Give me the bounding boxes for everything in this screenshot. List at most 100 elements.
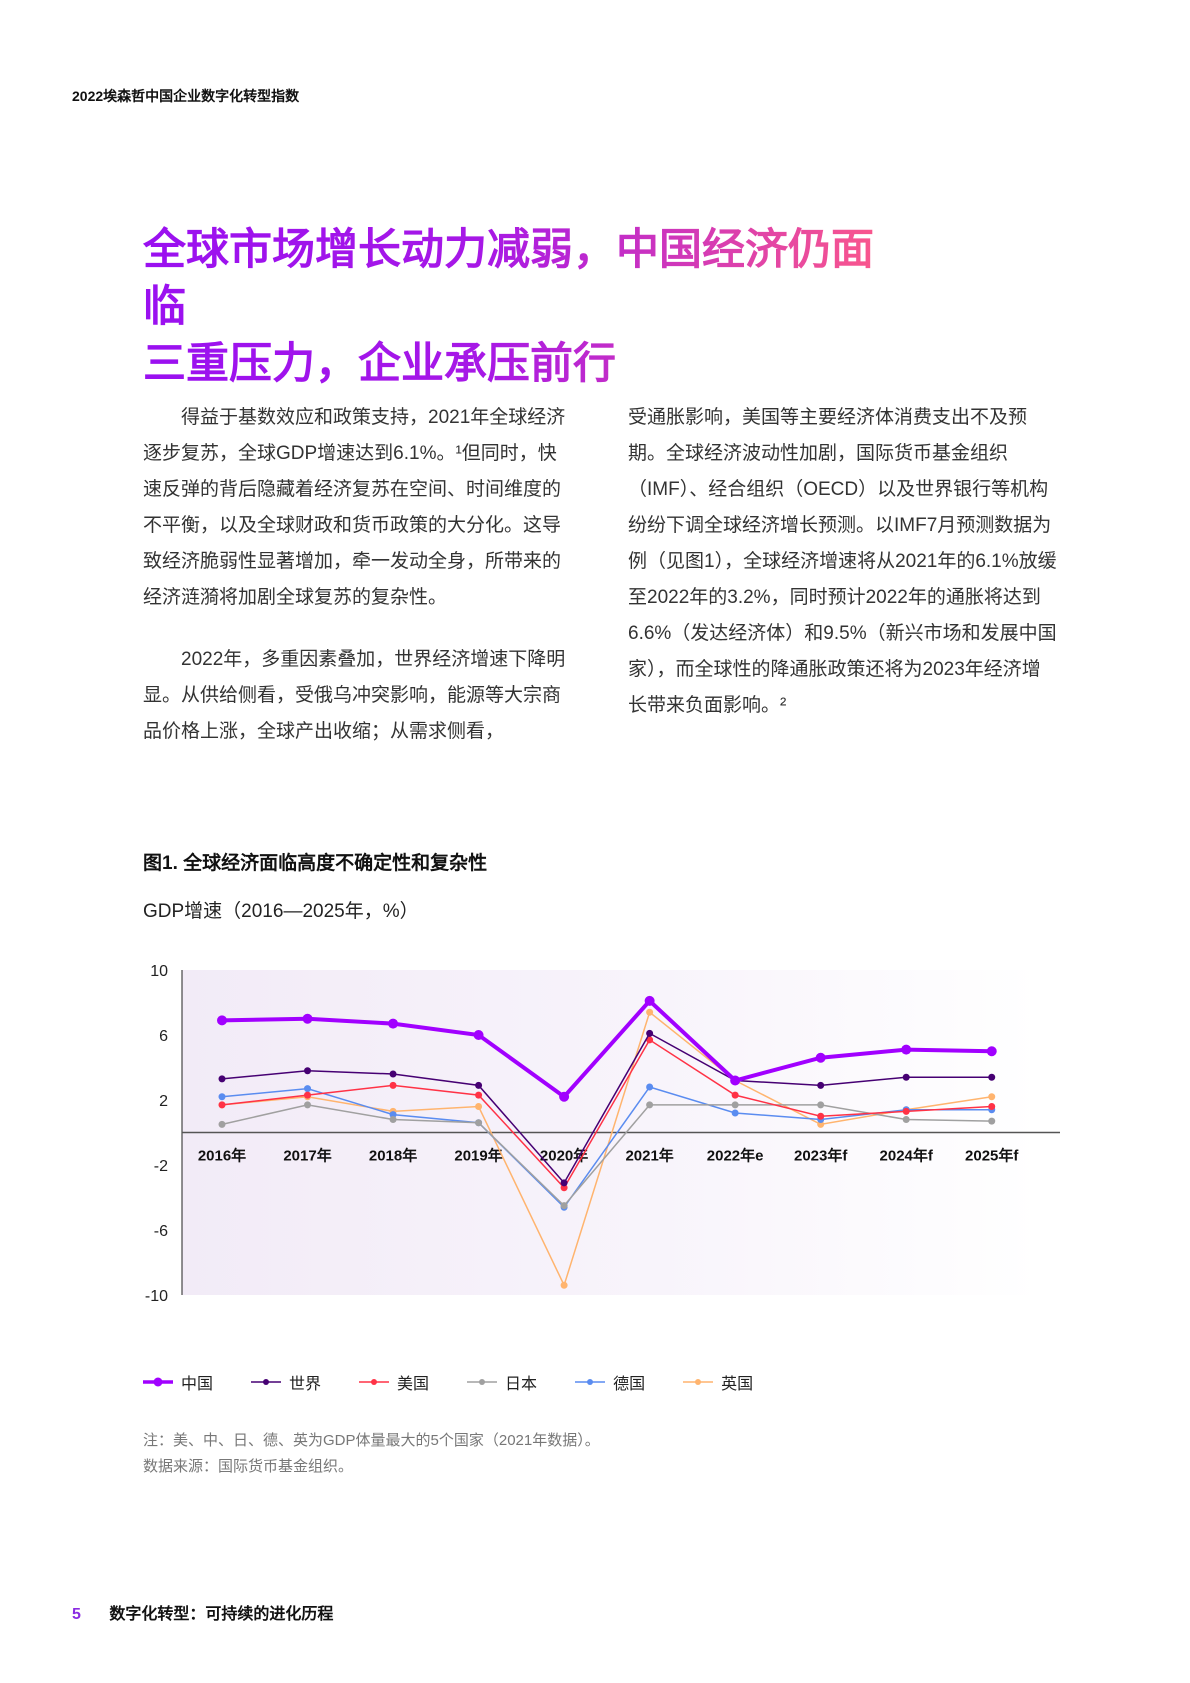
series-line: [221, 1010, 992, 1288]
data-point: [302, 1013, 313, 1024]
data-point: [473, 1030, 484, 1040]
legend-label: 美国: [397, 1376, 430, 1393]
legend-item: 日本: [467, 1370, 537, 1394]
data-point: [218, 1120, 226, 1128]
data-point: [218, 1075, 226, 1083]
body-column-right: 受通胀影响，美国等主要经济体消费支出不及预期。全球经济波动性加剧，国际货币基金组…: [628, 400, 1058, 750]
data-point: [560, 1281, 568, 1289]
legend-marker-icon: [575, 1379, 606, 1385]
legend-item: 英国: [683, 1370, 753, 1394]
data-point: [475, 1103, 483, 1110]
x-tick-label: 2018年: [369, 1147, 417, 1165]
data-point: [817, 1120, 825, 1128]
data-point: [475, 1091, 483, 1099]
data-point: [304, 1091, 312, 1099]
page-number: 5: [72, 1606, 81, 1623]
data-point: [902, 1116, 910, 1123]
x-tick-label: 2016年: [198, 1147, 246, 1165]
legend-item: 世界: [251, 1370, 321, 1394]
x-tick-label: 2023年f: [794, 1147, 848, 1165]
y-tick-label: 6: [159, 1028, 168, 1045]
data-point: [988, 1073, 996, 1081]
data-point: [560, 1179, 568, 1187]
legend-marker-icon: [359, 1379, 390, 1385]
chart-legend: 中国 世界 美国 日本 德国 英国: [143, 1370, 753, 1394]
data-point: [218, 1093, 226, 1101]
y-tick-label: -2: [154, 1158, 168, 1175]
series-line: [221, 1104, 992, 1207]
data-point: [218, 1101, 226, 1109]
data-point: [475, 1119, 483, 1127]
data-point: [560, 1184, 568, 1192]
figure-subtitle: GDP增速（2016—2025年，%）: [143, 901, 419, 922]
y-tick-label: 10: [150, 963, 168, 980]
legend-label: 世界: [289, 1376, 322, 1393]
source-text: 数据来源：国际货币基金组织。: [143, 1458, 354, 1475]
data-point: [986, 1046, 997, 1057]
paragraph: 2022年，多重因素叠加，世界经济增速下降明显。从供给侧看，受俄乌冲突影响，能源…: [143, 649, 566, 742]
data-point: [731, 1109, 739, 1117]
series-line: [221, 1038, 992, 1190]
gdp-line-chart: 10 6 2 -2 -6 -10 2016年 2017年 2018年 2019年 2020年 2021…: [130, 960, 1060, 1320]
y-tick-label: -10: [145, 1288, 168, 1305]
page-title: 全球市场增长动力减弱，中国经济仍面临 三重压力，企业承压前行: [143, 222, 903, 393]
data-point: [988, 1117, 996, 1125]
legend-item: 中国: [143, 1370, 213, 1394]
legend-marker-icon: [683, 1379, 714, 1385]
y-tick-label: -6: [154, 1223, 168, 1240]
data-point: [731, 1101, 739, 1109]
data-point: [389, 1081, 397, 1089]
data-point: [815, 1052, 826, 1063]
legend-marker-icon: [467, 1379, 498, 1385]
legend-marker-icon: [251, 1379, 282, 1385]
x-tick-label: 2019年: [454, 1147, 502, 1165]
data-point: [559, 1091, 570, 1102]
data-point: [988, 1093, 996, 1101]
data-point: [304, 1067, 312, 1075]
legend-item: 德国: [575, 1370, 645, 1394]
x-tick-label: 2024年f: [880, 1147, 934, 1165]
data-point: [817, 1101, 825, 1109]
chart-notes: 注：美、中、日、德、英为GDP体量最大的5个国家（2021年数据）。 数据来源：…: [143, 1428, 600, 1480]
x-tick-label: 2017年: [283, 1147, 331, 1165]
chart-canvas: 10 6 2 -2 -6 -10 2016年 2017年 2018年 2019年 2020年 2021…: [145, 963, 1060, 1305]
data-point: [988, 1103, 996, 1110]
legend-label: 英国: [721, 1376, 754, 1393]
data-point: [646, 1029, 654, 1037]
data-point: [304, 1085, 312, 1093]
page-footer: 5 数字化转型：可持续的进化历程: [72, 1600, 333, 1624]
data-point: [646, 1008, 654, 1016]
data-point: [731, 1091, 739, 1099]
data-point: [902, 1073, 910, 1081]
body-column-left: 得益于基数效应和政策支持，2021年全球经济逐步复苏，全球GDP增速达到6.1%…: [143, 400, 573, 776]
data-point: [217, 1015, 227, 1026]
y-tick-label: 2: [159, 1093, 168, 1110]
data-point: [730, 1075, 741, 1086]
data-point: [475, 1081, 483, 1089]
legend-label: 日本: [505, 1376, 538, 1393]
legend-label: 中国: [181, 1376, 214, 1393]
series-line: [221, 1086, 992, 1209]
x-tick-label: 2020年: [540, 1147, 588, 1165]
data-point: [646, 1036, 654, 1044]
legend-item: 美国: [359, 1370, 429, 1394]
data-point: [646, 1083, 654, 1091]
series-line: [221, 1032, 992, 1185]
paragraph: 得益于基数效应和政策支持，2021年全球经济逐步复苏，全球GDP增速达到6.1%…: [143, 407, 566, 608]
title-line-1: 全球市场增长动力减弱，中国经济仍面临: [143, 226, 874, 331]
data-point: [646, 1101, 654, 1109]
data-point: [817, 1081, 825, 1089]
title-line-2: 三重压力，企业承压前行: [143, 340, 616, 388]
data-point: [902, 1107, 910, 1115]
x-tick-label: 2022年e: [707, 1147, 764, 1165]
data-point: [644, 995, 655, 1006]
paragraph: 受通胀影响，美国等主要经济体消费支出不及预期。全球经济波动性加剧，国际货币基金组…: [628, 407, 1057, 716]
footer-section: 数字化转型：可持续的进化历程: [109, 1606, 334, 1623]
figure-title: 图1. 全球经济面临高度不确定性和复杂性: [143, 853, 488, 874]
x-tick-label: 2021年: [625, 1147, 673, 1165]
data-point: [389, 1116, 397, 1123]
legend-label: 德国: [613, 1376, 646, 1393]
running-header: 2022埃森哲中国企业数字化转型指数: [72, 88, 300, 104]
data-point: [304, 1101, 312, 1109]
data-point: [560, 1202, 568, 1210]
